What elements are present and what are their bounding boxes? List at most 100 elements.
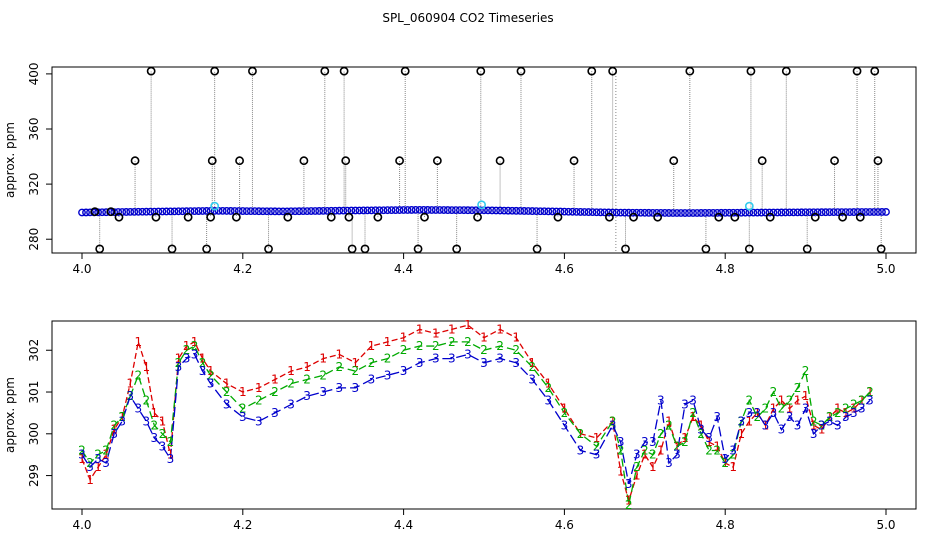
spike-point: [90, 207, 100, 217]
series-point-3: 3: [416, 356, 424, 370]
baseline-point: [845, 208, 854, 216]
baseline-point: [677, 209, 685, 217]
series-point-2: 2: [810, 414, 818, 428]
baseline-point: [592, 208, 601, 217]
x-tick-label: 4.0: [72, 262, 91, 276]
series-point-1: 1: [778, 393, 786, 407]
baseline-point: [335, 206, 344, 215]
marker-point: [744, 201, 754, 211]
baseline-point: [399, 206, 408, 214]
series-point-2: 2: [118, 410, 126, 424]
baseline-point: [254, 207, 263, 216]
baseline-point: [749, 208, 758, 217]
spike-point: [553, 212, 563, 222]
series-point-2: 2: [689, 406, 697, 420]
y-axis-label: approx. ppm: [3, 122, 17, 198]
spike-point: [432, 156, 442, 166]
spike-point: [838, 212, 847, 222]
series-point-2: 2: [713, 444, 721, 458]
spike-point: [621, 244, 630, 254]
series-point-2: 2: [102, 444, 110, 458]
series-point-1: 1: [745, 414, 753, 428]
series-point-3: 3: [826, 414, 834, 428]
baseline-point: [636, 208, 645, 217]
series-point-3: 3: [641, 435, 649, 449]
baseline-point: [423, 206, 432, 214]
series-point-1: 1: [335, 347, 343, 361]
baseline-point: [367, 206, 376, 215]
baseline-point: [568, 207, 577, 216]
series-point-2: 2: [770, 385, 778, 399]
series-point-1: 1: [834, 402, 842, 416]
series-point-1: 1: [175, 352, 183, 366]
baseline-point: [295, 207, 303, 216]
series-point-2: 2: [142, 393, 150, 407]
series-point-1: 1: [271, 372, 279, 386]
baseline-point: [809, 208, 818, 217]
baseline-point: [781, 208, 790, 217]
x-tick-label: 4.0: [72, 518, 91, 532]
baseline-point: [351, 206, 360, 215]
spike-point: [714, 212, 724, 222]
baseline-point: [242, 207, 251, 215]
series-point-3: 3: [134, 402, 142, 416]
series-point-1: 1: [134, 335, 142, 349]
baseline-point: [773, 208, 782, 217]
baseline-point: [476, 206, 484, 215]
baseline-point: [661, 209, 669, 217]
series-point-3: 3: [191, 347, 199, 361]
series-point-2: 2: [255, 393, 263, 407]
series-point-3: 3: [368, 372, 376, 386]
baseline-point: [644, 208, 653, 217]
baseline-point: [468, 206, 476, 215]
series-point-3: 3: [697, 423, 705, 437]
baseline-point: [701, 209, 709, 217]
baseline-point: [267, 207, 275, 216]
x-tick-label: 4.8: [716, 262, 735, 276]
series-point-3: 3: [464, 347, 472, 361]
marker-point: [477, 200, 486, 210]
series-point-2: 2: [609, 414, 617, 428]
series-point-3: 3: [762, 418, 770, 432]
series-point-1: 1: [705, 435, 713, 449]
spike-point: [320, 66, 330, 76]
series-point-3: 3: [78, 448, 86, 462]
baseline-point: [785, 208, 794, 217]
series-point-1: 1: [762, 418, 770, 432]
baseline-point: [817, 208, 826, 217]
series-point-1: 1: [384, 335, 392, 349]
series-point-1: 1: [665, 414, 673, 428]
series-point-3: 3: [207, 377, 215, 391]
spike-point: [757, 156, 767, 166]
series-point-3: 3: [786, 410, 794, 424]
series-point-1: 1: [496, 322, 504, 336]
series-point-1: 1: [416, 322, 424, 336]
baseline-point: [303, 207, 312, 215]
baseline-point: [833, 208, 842, 217]
spike-point: [852, 66, 862, 76]
baseline-point: [528, 207, 537, 215]
baseline-point: [198, 207, 207, 215]
baseline-point: [580, 208, 589, 216]
baseline-point: [435, 206, 444, 214]
spike-point: [605, 212, 614, 222]
spike-point: [473, 212, 482, 222]
series-point-1: 1: [866, 385, 874, 399]
series-point-3: 3: [802, 402, 810, 416]
series-point-3: 3: [681, 398, 689, 412]
baseline-point: [829, 208, 838, 217]
series-point-2: 2: [826, 410, 834, 424]
y-tick-label: 301: [27, 381, 41, 404]
baseline-point: [532, 207, 541, 216]
baseline-point: [801, 208, 810, 217]
baseline-point: [753, 208, 762, 217]
series-point-2: 2: [577, 427, 585, 441]
series-point-1: 1: [528, 356, 536, 370]
spike-point: [130, 156, 140, 166]
x-tick-label: 4.4: [394, 518, 413, 532]
series-point-1: 1: [303, 360, 311, 374]
baseline-point: [681, 209, 689, 217]
series-point-2: 2: [480, 343, 488, 357]
series-point-3: 3: [609, 418, 617, 432]
spike-point: [495, 156, 505, 166]
